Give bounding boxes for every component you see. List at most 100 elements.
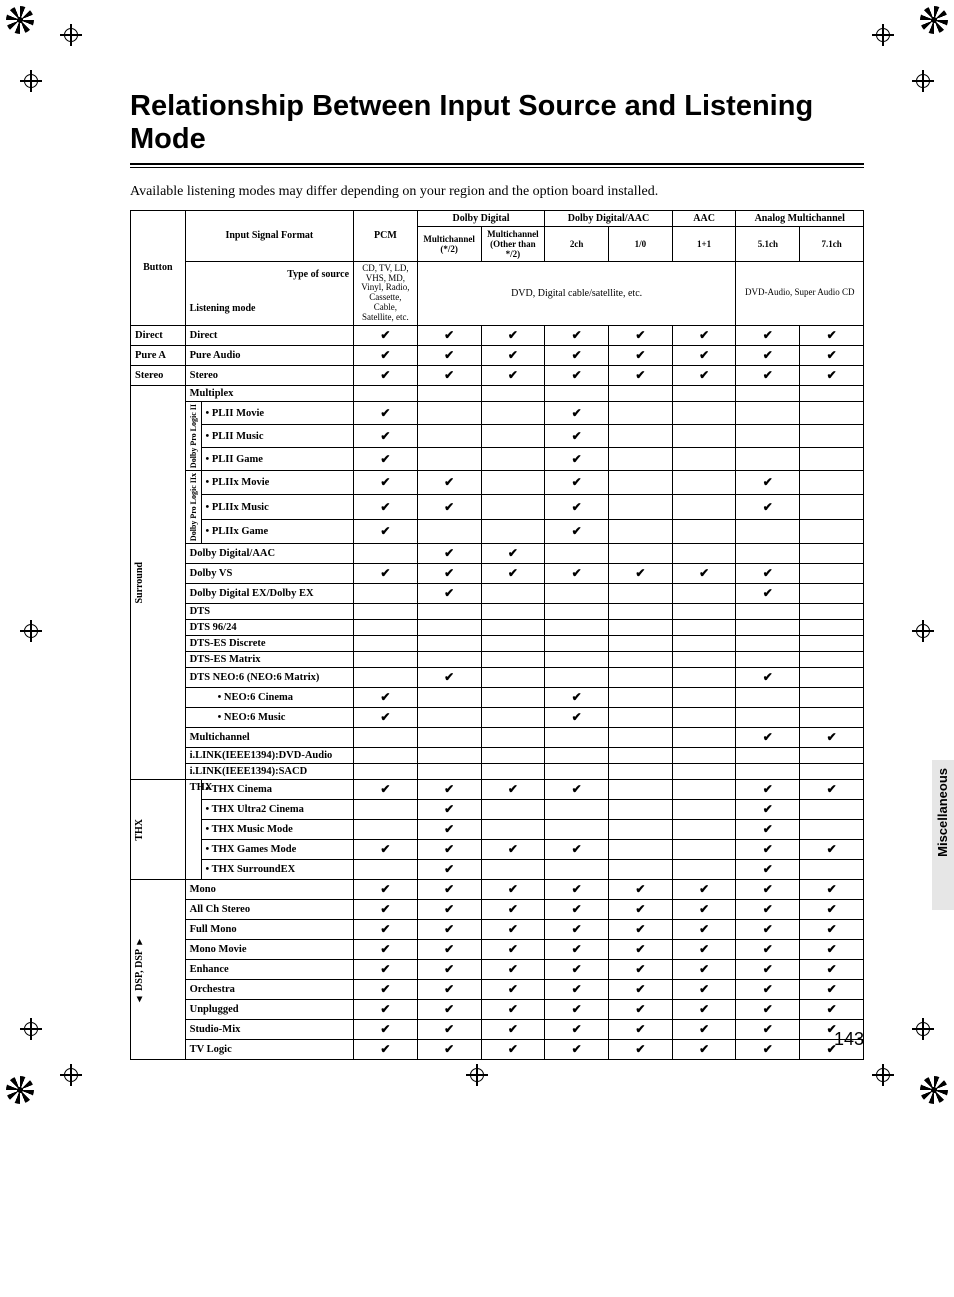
cell: ✔ [609,366,673,386]
mode-label: Stereo [185,366,353,386]
mode-label: Pure Audio [185,346,353,366]
cell [672,425,736,448]
cell: ✔ [354,900,418,920]
cell [481,708,545,728]
cell [609,764,673,780]
mode-label: • THX Music Mode [201,820,354,840]
cell: ✔ [481,1040,545,1060]
cell: ✔ [417,366,481,386]
cell [417,402,481,425]
cell [481,860,545,880]
type-of-source-label: Type of source [186,269,353,281]
cell [800,820,864,840]
cell: ✔ [417,1040,481,1060]
cell: ✔ [545,880,609,900]
cell: ✔ [736,780,800,800]
cell: ✔ [481,980,545,1000]
cell [417,688,481,708]
cell [417,519,481,543]
cell [609,748,673,764]
cell: ✔ [481,1020,545,1040]
cell [417,425,481,448]
cell [800,448,864,471]
cell: ✔ [417,880,481,900]
cell [800,604,864,620]
cell: ✔ [354,1040,418,1060]
cell: ✔ [736,860,800,880]
cell [545,584,609,604]
cell: ✔ [481,840,545,860]
cell: ✔ [545,960,609,980]
cell: ✔ [354,402,418,425]
hdr-71ch: 7.1ch [800,226,864,261]
cell: ✔ [417,668,481,688]
cell: ✔ [545,1000,609,1020]
cell: ✔ [354,920,418,940]
mode-label: • THX SurroundEX [201,860,354,880]
cell [672,471,736,495]
cell: ✔ [545,495,609,519]
button-label: Stereo [131,366,186,386]
cell [800,748,864,764]
cell [736,402,800,425]
cell: ✔ [672,900,736,920]
cell [672,800,736,820]
cell: ✔ [545,1020,609,1040]
cell [609,860,673,880]
cell: ✔ [736,940,800,960]
cell [736,604,800,620]
cell [417,604,481,620]
cell [354,860,418,880]
cell: ✔ [736,1020,800,1040]
cell: ✔ [609,960,673,980]
mode-label: Direct [185,326,353,346]
cell [800,584,864,604]
cell [672,652,736,668]
cell [417,748,481,764]
cell [417,708,481,728]
cell: ✔ [354,425,418,448]
cell: ✔ [545,900,609,920]
cell [672,820,736,840]
cell: ✔ [481,564,545,584]
cell: ✔ [800,980,864,1000]
mode-label: DTS-ES Matrix [185,652,353,668]
cell: ✔ [672,940,736,960]
button-label: Pure A [131,346,186,366]
cell [354,668,418,688]
cell [481,820,545,840]
cell [672,688,736,708]
cell: ✔ [545,688,609,708]
cell: ✔ [481,544,545,564]
cell [481,636,545,652]
cell: ✔ [417,584,481,604]
mode-label: • NEO:6 Cinema [185,688,353,708]
cell: ✔ [736,728,800,748]
mode-label: DTS [185,604,353,620]
cell: ✔ [736,495,800,519]
cell: ✔ [545,402,609,425]
cell [609,688,673,708]
mode-label: All Ch Stereo [185,900,353,920]
cell [545,386,609,402]
cell: ✔ [545,1040,609,1060]
cell: ✔ [481,346,545,366]
hdr-aac: AAC [672,210,736,226]
cell [609,820,673,840]
cell: ✔ [481,326,545,346]
cell: ✔ [672,880,736,900]
cell [417,448,481,471]
mode-label: • NEO:6 Music [185,708,353,728]
cell [481,604,545,620]
cell [800,668,864,688]
cell [672,708,736,728]
cell [609,800,673,820]
cell: ✔ [736,346,800,366]
mode-label: • THX Ultra2 Cinema [201,800,354,820]
cell: ✔ [736,800,800,820]
cell: ✔ [736,820,800,840]
cell [545,728,609,748]
cell [481,800,545,820]
mode-label: i.LINK(IEEE1394):DVD-Audio [185,748,353,764]
cell [800,402,864,425]
